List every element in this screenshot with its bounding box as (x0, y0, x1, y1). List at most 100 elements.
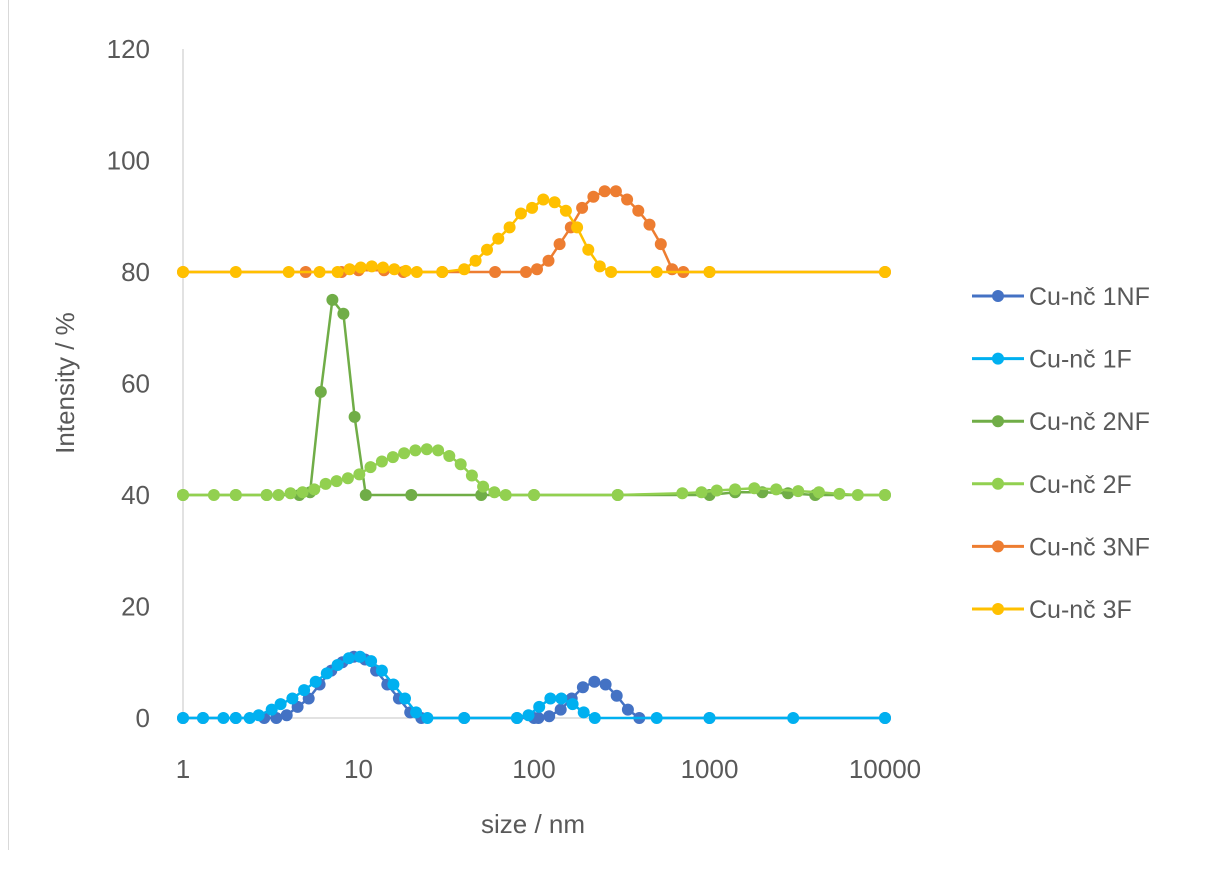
x-tick-label: 1 (176, 754, 190, 784)
data-point (177, 712, 189, 724)
data-point (555, 692, 568, 705)
data-point (207, 489, 220, 501)
data-point (354, 650, 366, 663)
series-5 (177, 185, 891, 278)
legend-item: Cu-nč 2NF (972, 408, 1150, 436)
data-point (587, 190, 600, 203)
y-tick-label: 100 (107, 146, 150, 176)
legend-label: Cu-nč 2NF (1029, 408, 1150, 436)
data-point (514, 207, 527, 220)
data-point (582, 243, 595, 256)
data-point (526, 201, 539, 214)
data-point (229, 266, 242, 278)
data-point (342, 652, 355, 665)
y-tick-label: 40 (121, 480, 150, 510)
data-point (599, 678, 612, 691)
data-point (308, 483, 321, 496)
data-point (274, 698, 287, 711)
data-point (542, 254, 555, 267)
x-tick-label: 1000 (681, 754, 739, 784)
data-point (879, 266, 891, 278)
data-point (598, 185, 611, 198)
data-point (319, 477, 332, 490)
data-point (703, 712, 716, 724)
data-point (632, 204, 645, 217)
data-point (576, 681, 589, 694)
data-point (787, 712, 800, 724)
data-point (543, 710, 556, 723)
legend-marker (992, 352, 1004, 365)
data-point (284, 487, 297, 500)
data-point (377, 261, 389, 274)
data-point (282, 266, 295, 278)
y-tick-label: 60 (121, 369, 150, 399)
legend-label: Cu-nč 2F (1029, 471, 1132, 499)
data-point (610, 689, 623, 702)
x-axis-title: size / nm (481, 809, 585, 839)
data-point (436, 266, 449, 278)
data-point (503, 221, 516, 234)
data-point (265, 703, 278, 716)
data-point (280, 709, 293, 722)
data-point (666, 263, 679, 276)
data-point (729, 483, 742, 496)
data-point (243, 712, 256, 724)
chart-frame-edge (8, 0, 9, 850)
data-point (420, 443, 433, 456)
data-point (605, 266, 618, 278)
data-point (710, 484, 723, 497)
data-point (695, 486, 708, 499)
series-6 (177, 193, 891, 278)
data-point (577, 706, 590, 719)
data-point (481, 243, 493, 256)
data-point (488, 486, 501, 499)
data-point (375, 455, 388, 468)
series-line (183, 655, 885, 720)
legend-marker (992, 603, 1004, 615)
data-point (421, 712, 434, 724)
data-point (386, 451, 399, 464)
data-point (537, 193, 550, 206)
data-point (609, 185, 622, 198)
data-point (851, 489, 864, 501)
x-tick-label: 100 (512, 754, 555, 784)
data-point (703, 266, 716, 278)
data-point (520, 266, 532, 278)
data-point (465, 469, 478, 482)
data-point (588, 675, 601, 688)
data-point (553, 238, 566, 251)
data-point (229, 489, 242, 501)
y-tick-label: 80 (121, 257, 150, 287)
data-point (337, 307, 350, 320)
data-point (511, 712, 523, 724)
y-tick-label: 20 (121, 592, 150, 622)
data-point (576, 201, 589, 214)
legend: Cu-nč 1NF Cu-nč 1F Cu-nč 2NF Cu-nč 2F Cu-nč … (972, 283, 1150, 624)
data-point (499, 489, 512, 501)
data-point (654, 238, 667, 251)
data-point (676, 487, 689, 500)
data-point (650, 712, 663, 724)
data-point (410, 266, 423, 278)
legend-item: Cu-nč 3NF (972, 533, 1150, 561)
series-2 (177, 650, 891, 724)
data-point (177, 266, 189, 278)
data-point (331, 266, 344, 278)
data-point (365, 260, 378, 273)
data-point (489, 266, 502, 278)
data-point (443, 450, 456, 462)
data-point (320, 667, 333, 680)
data-point (650, 266, 663, 278)
data-point (229, 712, 242, 724)
data-point (792, 485, 805, 498)
y-tick-label: 0 (136, 703, 150, 733)
data-point (399, 692, 411, 705)
data-point (399, 264, 412, 277)
data-point (879, 712, 891, 724)
data-point (348, 410, 361, 423)
data-point (314, 385, 327, 398)
data-point (748, 482, 761, 495)
legend-item: Cu-nč 3F (972, 596, 1132, 624)
data-point (272, 489, 285, 501)
